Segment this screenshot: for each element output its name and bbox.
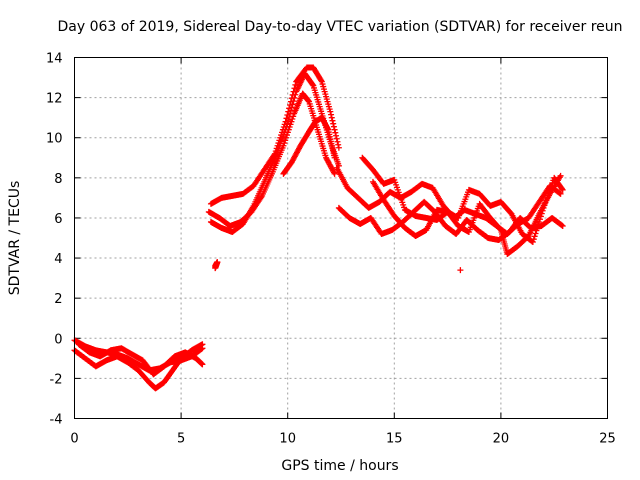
y-tick-label: 12 [46, 92, 63, 107]
data-point [275, 140, 282, 147]
data-point [557, 172, 564, 179]
data-point [271, 150, 278, 157]
data-point [559, 185, 566, 192]
data-point [530, 236, 537, 243]
y-tick-label: 10 [46, 132, 63, 147]
data-point [309, 81, 316, 88]
data-point [333, 135, 340, 142]
y-tick-label: -4 [50, 413, 63, 428]
data-point [532, 230, 539, 237]
x-tick-label: 20 [493, 432, 510, 447]
data-point [274, 142, 281, 149]
chart-title: Day 063 of 2019, Sidereal Day-to-day VTE… [57, 19, 622, 35]
y-tick-label: 2 [54, 292, 62, 307]
data-point [283, 115, 290, 122]
data-point [331, 154, 338, 161]
data-point [199, 341, 206, 348]
x-tick-label: 25 [599, 432, 616, 447]
data-point [282, 118, 289, 125]
data-point [277, 134, 284, 141]
x-tick-label: 15 [386, 432, 403, 447]
data-point [280, 124, 287, 131]
data-point [289, 116, 296, 123]
data-point [287, 101, 294, 108]
data-point [334, 138, 341, 145]
data-point [281, 121, 288, 128]
data-point [330, 123, 337, 130]
data-point [335, 141, 342, 148]
y-tick-label: 4 [54, 252, 62, 267]
data-point [559, 186, 566, 193]
data-point [212, 263, 219, 270]
data-point [284, 111, 291, 118]
data-point [333, 132, 340, 139]
data-point [199, 361, 206, 368]
data-point [286, 105, 293, 112]
data-point [290, 88, 297, 95]
data-point [283, 132, 290, 139]
data-point [289, 91, 296, 98]
x-tick-label: 5 [177, 432, 185, 447]
data-point [531, 233, 538, 240]
data-point [283, 134, 290, 141]
data-point [278, 132, 285, 139]
data-point [329, 117, 336, 124]
y-tick-label: 0 [54, 332, 62, 347]
data-point [331, 170, 338, 177]
data-point [292, 81, 299, 88]
x-axis-label: GPS time / hours [281, 458, 398, 474]
data-point [258, 194, 265, 201]
data-point [457, 267, 464, 274]
y-tick-label: 8 [54, 172, 62, 187]
data-point [287, 98, 294, 105]
plot-frame [74, 57, 608, 419]
data-point [534, 224, 541, 231]
data-point [285, 108, 292, 115]
data-point [288, 118, 295, 125]
data-point [271, 152, 278, 159]
data-point [318, 77, 325, 84]
data-point [556, 190, 563, 197]
data-point [330, 120, 337, 127]
data-point [533, 227, 540, 234]
data-point [497, 225, 504, 232]
data-point [273, 145, 280, 152]
y-tick-label: -2 [50, 372, 63, 387]
data-point [288, 95, 295, 102]
data-point [332, 129, 339, 136]
data-point [330, 169, 337, 176]
data-point [282, 137, 289, 144]
data-points [71, 64, 566, 392]
data-point [529, 239, 536, 246]
x-tick-label: 0 [70, 432, 78, 447]
data-point [279, 126, 286, 133]
data-point [272, 148, 279, 155]
data-point [328, 111, 335, 118]
data-point [558, 222, 565, 229]
data-point [331, 126, 338, 133]
data-point [559, 222, 566, 229]
y-tick-label: 6 [54, 212, 62, 227]
data-point [328, 114, 335, 121]
data-point [335, 144, 342, 151]
data-point [276, 137, 283, 144]
x-tick-label: 10 [279, 432, 296, 447]
data-point [291, 85, 298, 92]
data-point [557, 190, 564, 197]
data-point [290, 113, 297, 120]
y-axis-label: SDTVAR / TECUs [7, 181, 23, 296]
data-point [327, 108, 334, 115]
data-point [279, 129, 286, 136]
data-point [281, 140, 288, 147]
data-point [287, 121, 294, 128]
y-tick-label: 14 [46, 52, 63, 67]
